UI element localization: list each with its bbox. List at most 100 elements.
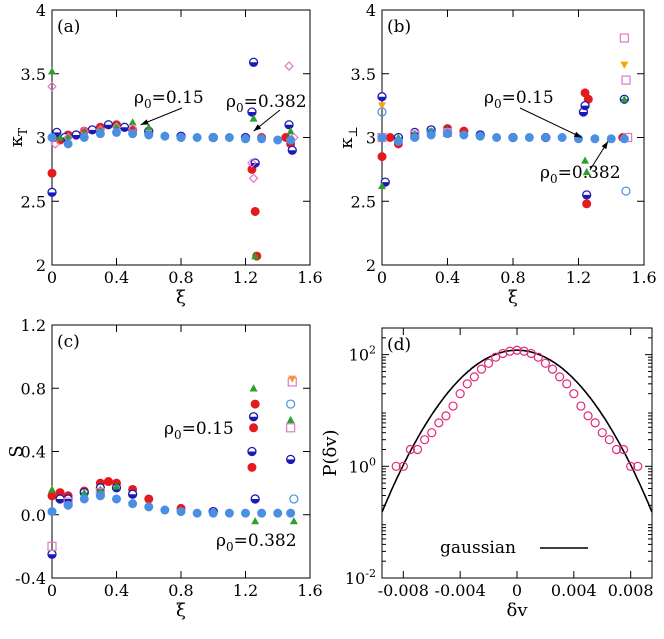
data-point <box>597 428 607 438</box>
data-point <box>63 500 73 510</box>
x-tick-label: 1.2 <box>566 268 591 287</box>
data-point <box>273 508 283 518</box>
plot-frame <box>381 327 653 579</box>
data-point <box>385 133 395 142</box>
data-point <box>582 199 592 209</box>
annotation-label: ρ0=0.382 <box>216 531 297 554</box>
data-point <box>273 135 283 145</box>
data-point <box>247 462 257 472</box>
data-point <box>95 491 105 501</box>
x-tick-label: 0.008 <box>608 581 654 600</box>
data-point <box>469 372 479 382</box>
data-point <box>48 485 56 493</box>
data-point <box>540 358 551 368</box>
data-point <box>224 508 234 518</box>
data-point <box>286 508 296 518</box>
data-point <box>287 145 297 155</box>
data-point <box>247 158 257 168</box>
data-point <box>583 411 593 421</box>
x-tick-label: -0.008 <box>378 581 429 600</box>
x-axis-label: ξ <box>508 287 518 308</box>
data-point <box>247 107 257 117</box>
y-tick-label: 3.5 <box>21 65 46 84</box>
data-point <box>606 134 616 144</box>
data-point <box>582 190 592 200</box>
data-point <box>47 187 57 197</box>
data-point <box>448 401 458 411</box>
data-point <box>284 61 294 71</box>
data-point <box>476 364 487 374</box>
data-point <box>541 133 551 142</box>
data-point <box>176 133 186 142</box>
data-series <box>47 399 260 517</box>
data-point <box>95 129 105 139</box>
data-point <box>248 412 259 422</box>
data-point <box>289 494 299 504</box>
data-point <box>103 120 114 130</box>
y-tick-label: 102 <box>349 344 376 365</box>
x-tick-label: 0.4 <box>435 268 460 287</box>
data-point <box>459 130 469 140</box>
data-point <box>47 491 57 501</box>
data-point <box>47 549 57 559</box>
data-point <box>286 415 295 424</box>
data-point <box>127 489 138 499</box>
data-point <box>288 375 297 383</box>
x-tick-label: 0.4 <box>104 581 129 600</box>
data-point <box>128 129 138 139</box>
data-point <box>128 499 138 509</box>
x-axis-label: ξ <box>176 600 186 621</box>
data-point <box>50 139 61 149</box>
y-tick-label: 3 <box>366 129 376 148</box>
data-point <box>462 379 472 389</box>
y-tick-label: 2 <box>366 256 376 275</box>
y-tick-label: 3.5 <box>351 65 376 84</box>
data-series <box>47 127 296 149</box>
data-point <box>208 133 218 142</box>
data-point <box>420 435 430 445</box>
data-point <box>633 461 643 471</box>
data-point <box>251 517 260 525</box>
data-point <box>192 133 202 142</box>
data-point <box>377 152 387 162</box>
data-point <box>412 444 423 455</box>
data-point <box>619 134 629 144</box>
data-point <box>249 384 258 392</box>
data-series <box>286 399 299 504</box>
data-point <box>257 134 267 144</box>
data-series <box>377 129 629 146</box>
panel-label: (c) <box>57 332 80 352</box>
data-point <box>580 100 590 111</box>
data-point <box>576 401 586 411</box>
x-tick-label: 0.4 <box>104 268 129 287</box>
x-tick-label: 0.004 <box>551 581 597 600</box>
data-series <box>47 491 296 518</box>
data-point <box>455 389 465 399</box>
x-tick-label: -0.004 <box>435 581 486 600</box>
data-point <box>393 136 403 146</box>
data-point <box>287 377 297 387</box>
data-point <box>619 33 629 43</box>
annotation-label: ρ0=0.382 <box>226 92 307 115</box>
gaussian-curve <box>381 349 653 513</box>
data-point <box>160 505 170 515</box>
x-tick-label: 1.6 <box>297 581 322 600</box>
x-tick-label: 1.6 <box>631 268 656 287</box>
data-point <box>247 446 257 457</box>
data-series <box>288 375 297 383</box>
data-point <box>251 252 260 260</box>
data-point <box>443 129 452 139</box>
data-point <box>377 133 387 142</box>
data-point <box>47 541 57 551</box>
panel-a: 0 0.4 0.8 1.2 1.6 2 2.5 3 3.5 4 (a) ξ κT ρ0=0.15 ρ0=0.… <box>6 1 323 308</box>
data-point <box>378 181 386 190</box>
annotation-label: ρ0=0.382 <box>540 163 621 186</box>
data-point <box>47 133 57 142</box>
data-point <box>71 130 81 140</box>
data-point <box>434 418 444 428</box>
data-point <box>581 156 590 164</box>
data-point <box>119 122 130 132</box>
data-point <box>257 508 267 518</box>
data-point <box>241 508 250 518</box>
